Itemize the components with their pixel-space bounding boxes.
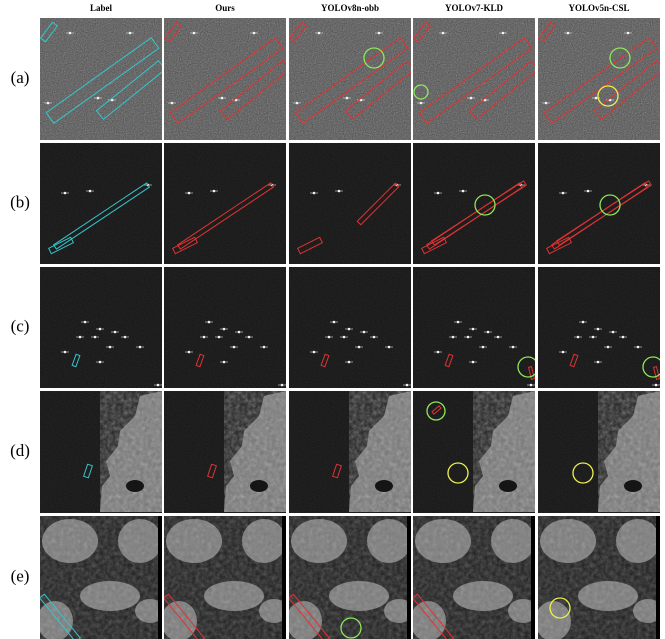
lake [375,480,393,492]
panel [413,391,535,513]
column-header: Label [90,3,113,13]
panel-noise [164,18,286,140]
panel [289,18,414,140]
panel [413,267,538,388]
island-texture [538,516,660,639]
panel [289,391,411,513]
row-label: (b) [10,192,30,211]
lake [126,480,144,492]
panel [164,391,286,513]
panel-noise [164,143,286,264]
panel-noise [164,267,286,388]
panel [40,391,162,513]
panel [538,267,663,388]
panel [538,391,660,513]
panel [413,18,538,140]
border [407,516,411,639]
panel-noise [538,143,660,264]
panel-noise [289,18,411,140]
panel-noise [538,267,660,388]
column-header: YOLOv8n-obb [321,3,379,13]
border [282,516,286,639]
panel-noise [40,143,162,264]
row-label: (c) [11,316,30,335]
border [158,516,162,639]
panel [40,143,162,264]
row-label: (a) [11,68,30,87]
panel [161,516,289,639]
panel [164,18,289,140]
panel-noise [413,267,535,388]
panel-noise [413,143,535,264]
panel-noise [538,18,660,140]
panel [535,516,663,639]
panel [289,267,411,388]
border [531,516,535,639]
panel [37,516,165,639]
lake [250,480,268,492]
row-label: (d) [10,441,30,460]
panel [538,18,663,140]
lake [624,480,642,492]
panel [164,267,286,388]
row-label: (e) [11,566,30,585]
panel [410,516,538,639]
panel-noise [413,18,535,140]
panel [164,143,286,264]
panel-noise [40,18,162,140]
panel [286,516,414,639]
lake [499,480,517,492]
column-header: Ours [215,3,235,13]
panel [289,143,411,264]
panel [413,143,535,264]
column-header: YOLOv7-KLD [445,3,504,13]
panel-noise [40,267,162,388]
panel-noise [289,267,411,388]
panel [40,267,162,388]
border [656,516,660,639]
panel [40,18,165,140]
panel [538,143,660,264]
column-header: YOLOv5n-CSL [568,3,629,13]
figure: Label Ours YOLOv8n-obb YOLOv7-KLD YOLOv5n-CS… [0,0,665,639]
panel-noise [289,143,411,264]
